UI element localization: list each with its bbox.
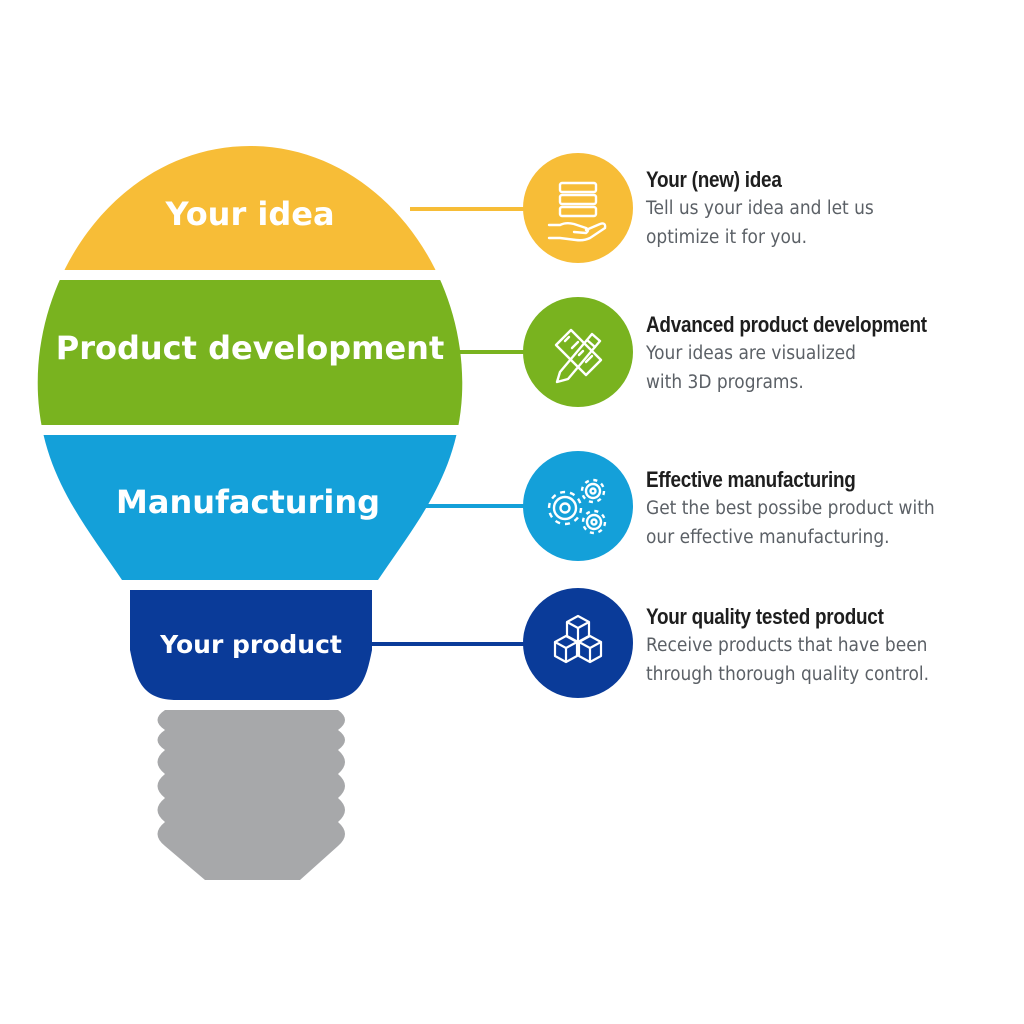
step-1-icon-circle <box>523 153 633 263</box>
step-manufacturing-description: Get the best possibe product with our ef… <box>646 494 986 552</box>
step-development-description: Your ideas are visualized with 3D progra… <box>646 339 986 397</box>
bulb-band-development <box>37 280 463 425</box>
step-product-desc-line-1: Receive products that have been <box>646 635 928 656</box>
stacked-boxes-icon <box>553 614 603 664</box>
bulb-band-product <box>130 590 372 700</box>
step-development: Advanced product development Your ideas … <box>646 311 1016 397</box>
step-manufacturing: Effective manufacturing Get the best pos… <box>646 466 1016 552</box>
band-label-manufacturing: Manufacturing <box>116 483 380 521</box>
step-product-title: Your quality tested product <box>646 604 884 629</box>
step-development-desc-line-2: with 3D programs. <box>646 372 804 393</box>
step-manufacturing-title: Effective manufacturing <box>646 467 856 492</box>
step-product: Your quality tested product Receive prod… <box>646 603 1016 689</box>
step-manufacturing-desc-line-1: Get the best possibe product with <box>646 498 935 519</box>
step-3-icon-circle <box>523 451 633 561</box>
step-manufacturing-desc-line-2: our effective manufacturing. <box>646 527 890 548</box>
step-2-icon-circle <box>523 297 633 407</box>
step-4-icon-circle <box>523 588 633 698</box>
step-idea-desc-line-1: Tell us your idea and let us <box>646 198 874 219</box>
band-label-development: Product development <box>56 329 444 367</box>
step-product-desc-line-2: through thorough quality control. <box>646 664 930 685</box>
step-product-description: Receive products that have been through … <box>646 631 986 689</box>
hand-holding-layers-icon <box>547 181 607 242</box>
step-idea-desc-line-2: optimize it for you. <box>646 227 808 248</box>
band-label-product: Your product <box>159 630 342 659</box>
step-idea: Your (new) idea Tell us your idea and le… <box>646 166 1016 252</box>
step-idea-description: Tell us your idea and let us optimize it… <box>646 194 986 252</box>
bulb-screw-base <box>157 710 345 880</box>
step-development-desc-line-1: Your ideas are visualized <box>646 343 856 364</box>
band-label-idea: Your idea <box>164 195 334 233</box>
gears-icon <box>547 478 607 535</box>
step-development-title: Advanced product development <box>646 312 927 337</box>
pencil-ruler-icon <box>554 328 603 384</box>
step-idea-title: Your (new) idea <box>646 167 782 192</box>
bulb-band-manufacturing <box>37 435 463 580</box>
